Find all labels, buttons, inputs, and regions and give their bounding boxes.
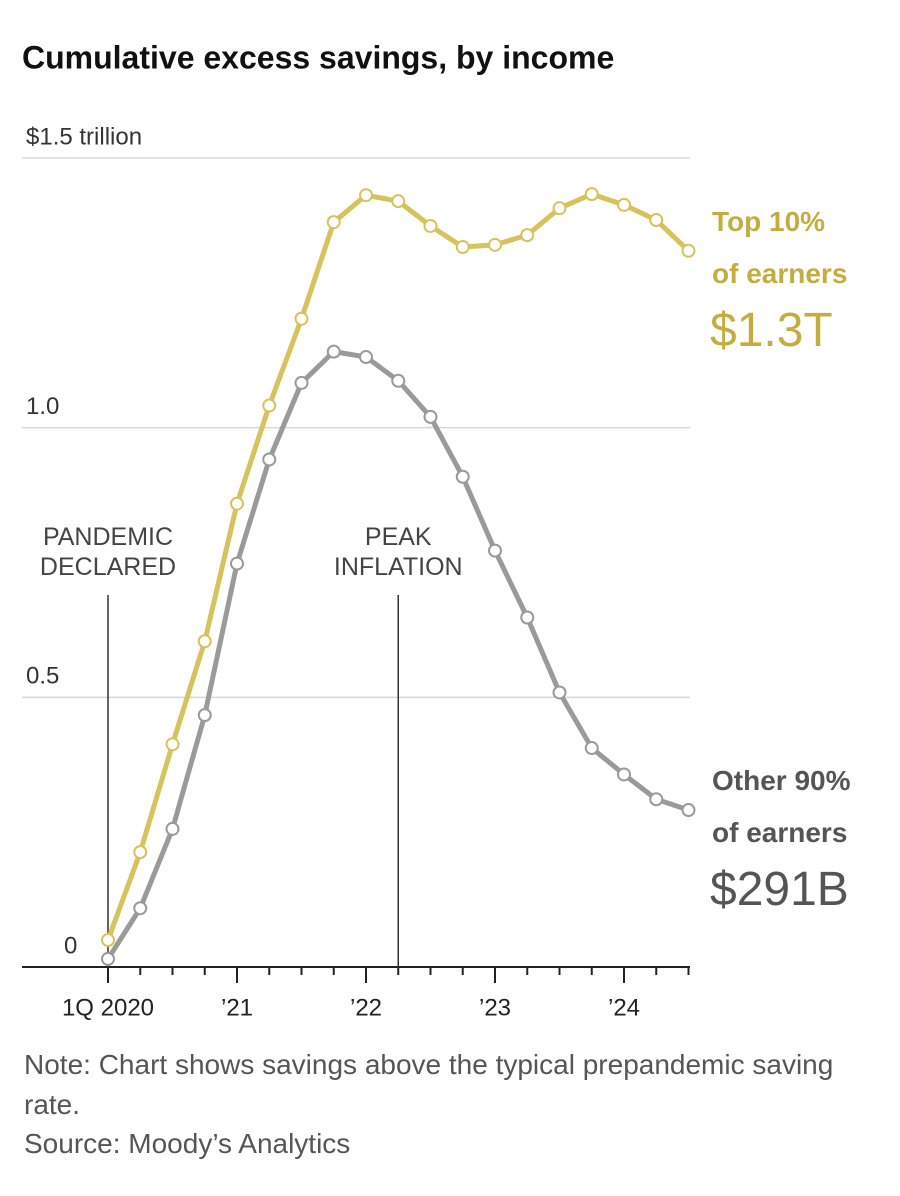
point — [197, 708, 212, 723]
series-label: Other 90% of earners — [712, 765, 851, 849]
point — [552, 685, 567, 700]
note: Note: Chart shows savings above the typi… — [24, 1049, 834, 1120]
point — [197, 634, 212, 649]
point — [520, 228, 535, 243]
annotation: PANDEMIC DECLARED — [39, 523, 177, 581]
point — [262, 452, 277, 467]
point — [294, 375, 309, 390]
point — [552, 201, 567, 216]
y-tick-label: $1.5 trillion — [26, 123, 142, 150]
point — [133, 845, 148, 860]
point — [262, 398, 277, 413]
x-tick-label: ’24 — [608, 994, 640, 1021]
point — [294, 311, 309, 326]
series-label: Top 10% of earners — [712, 205, 848, 289]
point — [649, 213, 664, 228]
point — [488, 543, 502, 558]
point — [649, 792, 664, 807]
y-tick-label: 0 — [64, 932, 77, 959]
point — [359, 188, 373, 203]
point — [455, 469, 470, 484]
y-tick-label: 1.0 — [26, 393, 59, 420]
point — [584, 187, 599, 202]
x-tick-label: 1Q 2020 — [62, 994, 154, 1021]
value-label: $1.3T — [710, 303, 833, 357]
point — [230, 556, 244, 571]
value-label: $291B — [710, 863, 849, 917]
point — [326, 215, 341, 230]
x-tick-label: ’21 — [221, 994, 253, 1021]
point — [133, 901, 148, 916]
point — [455, 239, 470, 254]
point — [617, 767, 631, 782]
point — [423, 409, 438, 424]
point — [101, 933, 115, 948]
x-tick-label: ’22 — [350, 994, 382, 1021]
point — [359, 350, 373, 365]
point — [165, 737, 180, 752]
point — [230, 496, 244, 511]
point — [488, 237, 502, 252]
chart-title: Cumulative excess savings, by income — [22, 39, 614, 75]
point — [584, 741, 599, 756]
x-tick-label: ’23 — [479, 994, 511, 1021]
point — [520, 610, 535, 625]
annotation: PEAK INFLATION — [333, 523, 463, 581]
point — [165, 821, 180, 836]
point — [326, 344, 341, 359]
point — [681, 243, 696, 258]
y-tick-label: 0.5 — [26, 663, 59, 690]
source: Source: Moody’s Analytics — [24, 1128, 351, 1159]
point — [617, 197, 631, 212]
point — [101, 951, 115, 966]
point — [423, 218, 438, 233]
point — [391, 373, 406, 388]
point — [681, 803, 696, 818]
point — [391, 194, 406, 209]
